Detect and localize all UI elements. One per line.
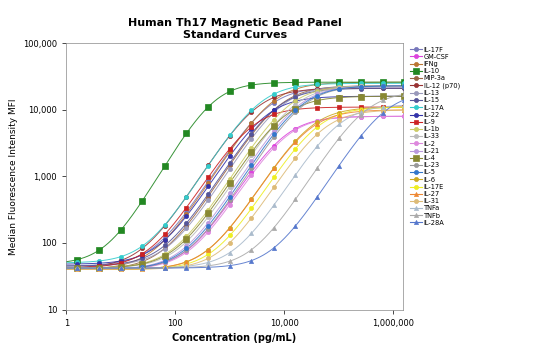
Title: Human Th17 Magnetic Bead Panel
Standard Curves: Human Th17 Magnetic Bead Panel Standard … bbox=[128, 18, 342, 40]
X-axis label: Concentration (pg/mL): Concentration (pg/mL) bbox=[172, 333, 297, 343]
Legend: IL-17F, GM-CSF, IFNg, IL-10, MIP-3a, IL-12 (p70), IL-13, IL-15, IL-17A, IL-22, I: IL-17F, GM-CSF, IFNg, IL-10, MIP-3a, IL-… bbox=[410, 46, 460, 226]
Y-axis label: Median Fluorescence Intensity MFI: Median Fluorescence Intensity MFI bbox=[8, 98, 18, 255]
